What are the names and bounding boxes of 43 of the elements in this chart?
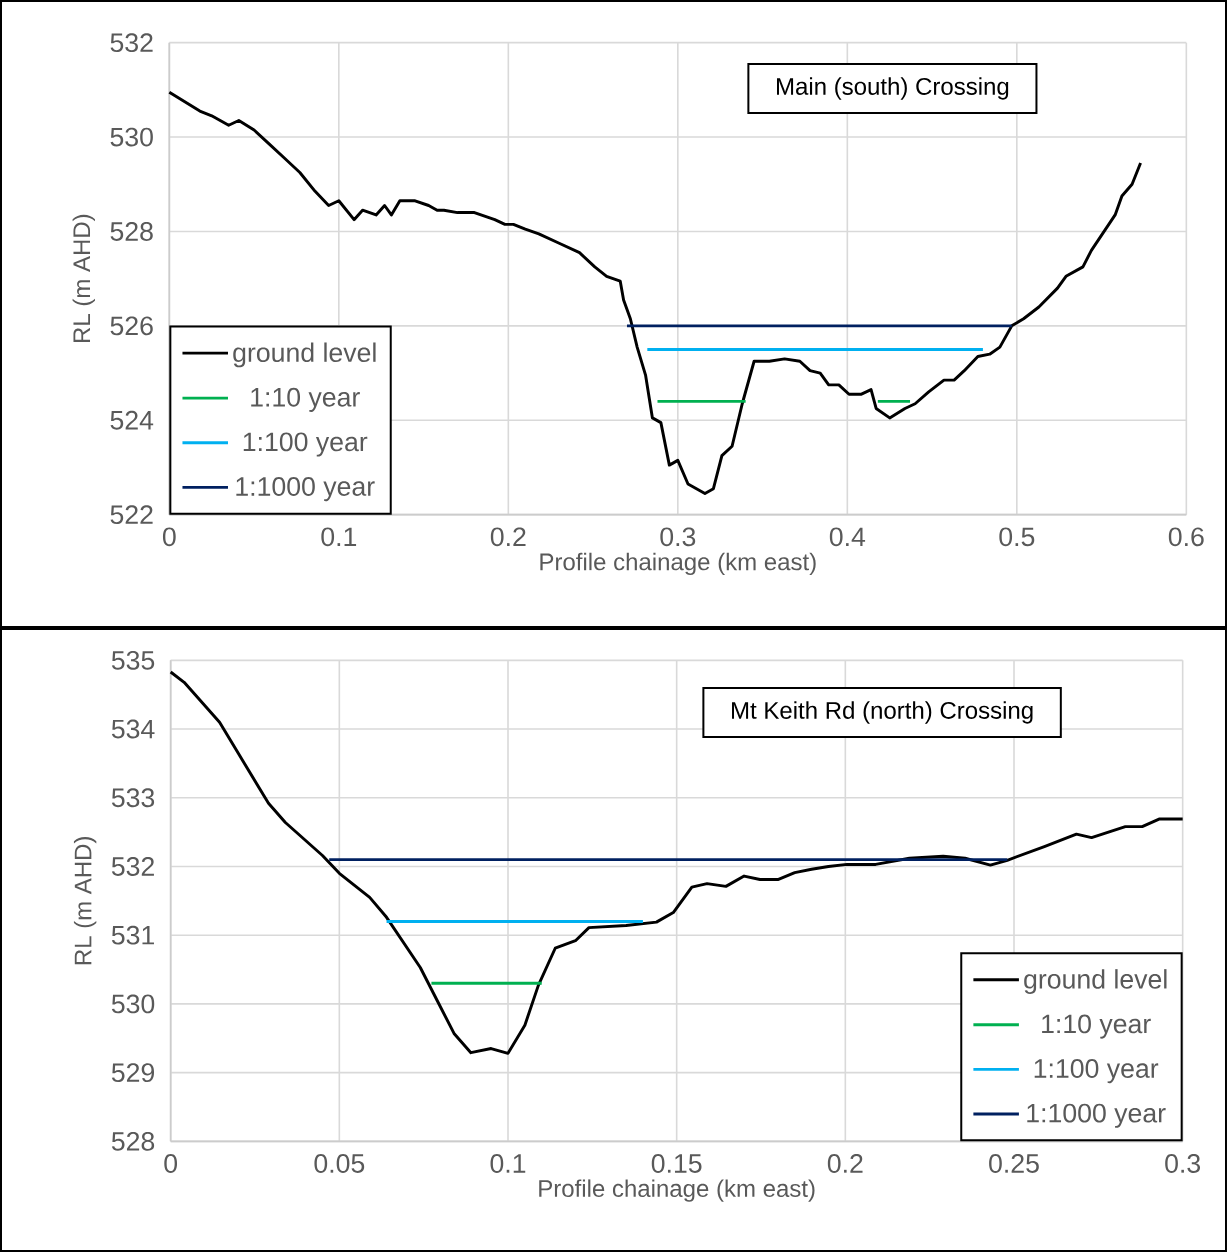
x-tick-label: 0.4	[829, 527, 866, 547]
x-axis-title: Profile chainage (km east)	[540, 552, 816, 576]
y-tick-label: 531	[111, 925, 154, 945]
x-tick-label: 0.3	[1165, 1154, 1201, 1173]
x-tick-label: 0.5	[999, 527, 1035, 547]
y-tick-label: 534	[111, 719, 155, 739]
legend-label: 1:1000 year	[1027, 1103, 1166, 1128]
text: Main (south) Crossing	[777, 77, 1009, 100]
y-axis-title: RL (m AHD)	[72, 214, 95, 343]
legend-label: 1:1000 year	[236, 477, 375, 502]
x-tick-label: 0.2	[490, 527, 526, 547]
legend-label: 1:10 year	[1042, 1014, 1151, 1039]
y-tick-label: 533	[111, 788, 155, 808]
y-tick-label: 530	[111, 994, 155, 1014]
x-tick-label: 0.25	[989, 1154, 1039, 1173]
y-tick-label: 528	[110, 222, 153, 241]
legend-label: ground level	[1024, 969, 1167, 995]
y-tick-label: 532	[110, 33, 153, 53]
y-tick-label: 526	[110, 316, 153, 336]
y-tick-label: 524	[110, 410, 154, 430]
x-tick-label: 0.1	[490, 1154, 526, 1173]
x-tick-label: 0.2	[827, 1154, 863, 1173]
y-tick-label: 528	[111, 1131, 155, 1151]
y-tick-label: 529	[111, 1063, 155, 1083]
y-tick-label: 530	[110, 127, 153, 147]
y-tick-label: 532	[111, 857, 154, 876]
y-tick-label: 535	[111, 650, 155, 670]
x-tick-label: 0.05	[314, 1154, 365, 1173]
x-tick-label: 0	[164, 1154, 178, 1173]
line-series	[169, 670, 1185, 1055]
x-tick-label: 0.1	[321, 527, 357, 547]
x-tick-label: 0	[162, 527, 176, 547]
text: Mt Keith Rd (north) Crossing	[732, 701, 1033, 724]
legend-label: 1:10 year	[251, 387, 360, 412]
y-axis-title: RL (m AHD)	[73, 837, 97, 965]
x-tick-label: 0.15	[651, 1154, 702, 1173]
y-tick-label: 522	[110, 505, 153, 525]
x-tick-label: 0.3	[660, 527, 696, 547]
x-tick-label: 0.6	[1168, 527, 1204, 547]
legend-label: 1:100 year	[1034, 1059, 1159, 1084]
legend-label: 1:100 year	[243, 432, 368, 457]
legend-label: ground level	[233, 342, 376, 368]
x-axis-title: Profile chainage (km east)	[539, 1179, 815, 1202]
